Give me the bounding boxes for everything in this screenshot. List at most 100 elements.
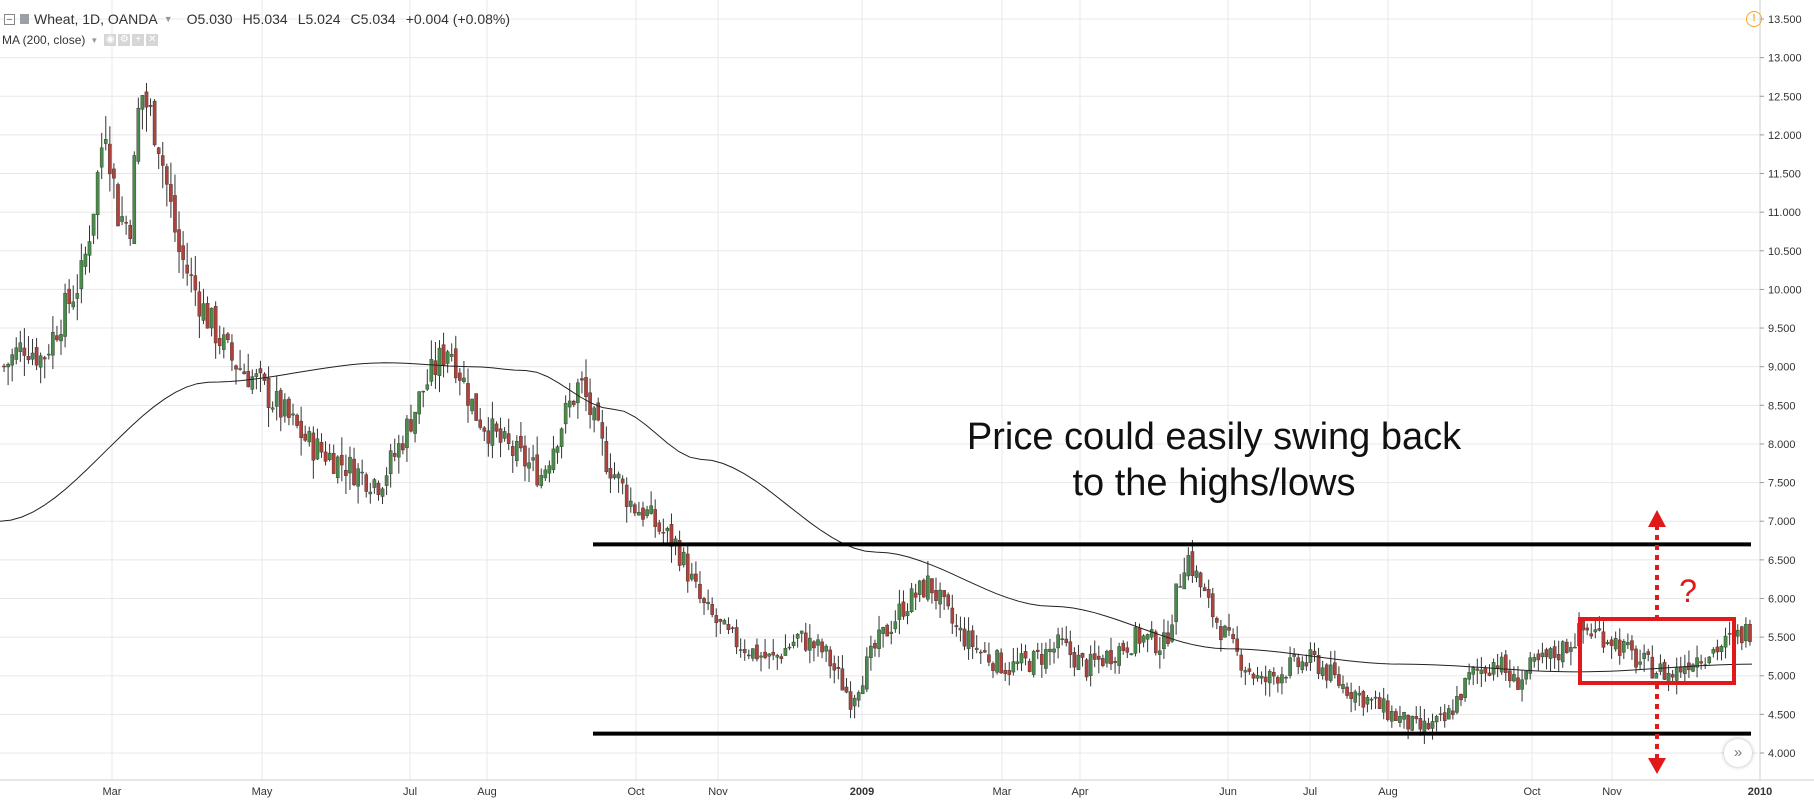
candle-up	[673, 538, 678, 543]
candle-up	[1158, 650, 1162, 655]
candle-up	[1365, 697, 1370, 705]
candle-up	[1422, 720, 1427, 732]
candle-up	[462, 377, 466, 382]
candle-down	[771, 651, 776, 656]
scroll-to-realtime-button[interactable]: »	[1724, 739, 1752, 767]
candle-down	[934, 590, 938, 601]
candle-down	[950, 607, 955, 624]
candle-down	[1190, 551, 1195, 576]
change-value: +0.004 (+0.08%)	[405, 11, 510, 27]
candle-up	[99, 147, 104, 168]
candle-up	[1512, 674, 1516, 682]
x-tick-label: Oct	[1523, 786, 1540, 798]
candle-up	[1638, 661, 1642, 665]
candle-up	[791, 641, 796, 646]
price-axis[interactable]: 4.000 4.500 5.000 5.500 6.000 6.500 7.000 7.500…	[1760, 14, 1802, 760]
candle-down	[116, 184, 120, 227]
candle-up	[1353, 691, 1357, 703]
candle-down	[1483, 667, 1488, 674]
candle-down	[600, 422, 605, 439]
candle-down	[226, 333, 230, 340]
candle-down	[1662, 661, 1667, 680]
candle-down	[1312, 650, 1317, 655]
close-icon[interactable]: ✕	[146, 34, 159, 46]
candle-up	[368, 491, 373, 495]
candle-down	[844, 686, 849, 693]
candle-up	[1133, 627, 1138, 654]
collapse-icon[interactable]	[4, 13, 15, 25]
candle-up	[856, 692, 861, 701]
candle-up	[852, 697, 857, 707]
candle-up	[1174, 583, 1178, 622]
x-tick-label: May	[252, 786, 273, 798]
candle-down	[352, 458, 356, 486]
candle-down	[1552, 646, 1557, 658]
flag-icon[interactable]	[20, 14, 29, 24]
candle-up	[555, 446, 560, 453]
candle-down	[942, 590, 946, 598]
candle-down	[913, 592, 918, 598]
candle-up	[799, 630, 804, 634]
candle-down	[930, 578, 934, 594]
candle-up	[1267, 671, 1272, 684]
candle-down	[1333, 662, 1337, 675]
x-tick-label: Aug	[477, 786, 497, 798]
candle-down	[1727, 633, 1732, 635]
candle-down	[987, 654, 991, 663]
candle-down	[1097, 655, 1101, 660]
candle-up	[1540, 652, 1545, 658]
candle-down	[1296, 657, 1301, 667]
candle-down	[1630, 640, 1634, 651]
visibility-icon[interactable]: ◉	[104, 34, 117, 46]
chevron-down-icon[interactable]: ▼	[163, 14, 173, 24]
candle-down	[970, 630, 975, 648]
candle-up	[1056, 634, 1060, 649]
settings-icon[interactable]: ⚙	[118, 34, 131, 46]
candle-down	[1202, 587, 1207, 592]
candle-down	[677, 540, 682, 566]
candle-up	[335, 456, 340, 479]
y-tick-label: 5.500	[1768, 632, 1796, 644]
y-tick-label: 9.000	[1768, 362, 1796, 374]
candle-down	[453, 348, 458, 379]
candle-up	[1373, 696, 1378, 699]
ma-200-line	[0, 362, 1753, 673]
candle-up	[51, 332, 55, 356]
candle-down	[991, 663, 995, 671]
candle-up	[1402, 712, 1406, 720]
indicator-title[interactable]: MA (200, close)	[2, 33, 86, 47]
candle-up	[1410, 715, 1414, 731]
candle-up	[1626, 642, 1630, 646]
candle-down	[246, 371, 251, 388]
candle-down	[506, 433, 511, 444]
candle-down	[1272, 671, 1276, 677]
candle-up	[515, 440, 519, 462]
candle-up	[1613, 638, 1618, 650]
candle-down	[303, 433, 307, 441]
candle-down	[1068, 641, 1073, 655]
candle-up	[1280, 674, 1284, 684]
candle-down	[848, 691, 853, 710]
chevron-down-icon[interactable]: ▼	[90, 35, 99, 45]
candle-up	[270, 407, 275, 410]
symbol-title[interactable]: Wheat, 1D, OANDA	[34, 11, 158, 27]
candle-down	[1125, 647, 1130, 653]
candle-down	[441, 344, 446, 366]
candle-down	[230, 342, 234, 361]
more-icon[interactable]: +	[132, 34, 145, 46]
x-tick-label: Mar	[993, 786, 1012, 798]
annotation-line-1: Price could easily swing back	[967, 416, 1462, 458]
alert-icon[interactable]: !	[1746, 11, 1762, 27]
candle-down	[1699, 661, 1703, 664]
candle-up	[1658, 663, 1663, 672]
candle-down	[828, 649, 832, 667]
candle-down	[458, 372, 462, 381]
x-tick-label: Mar	[103, 786, 122, 798]
candle-down	[1418, 718, 1423, 730]
candle-down	[1276, 677, 1280, 684]
candle-down	[1316, 655, 1321, 675]
time-axis[interactable]: Mar May Jul Aug Oct Nov 2009 Mar Apr Jun Jul Aug Oct…	[103, 786, 1773, 798]
candle-up	[1719, 646, 1724, 652]
